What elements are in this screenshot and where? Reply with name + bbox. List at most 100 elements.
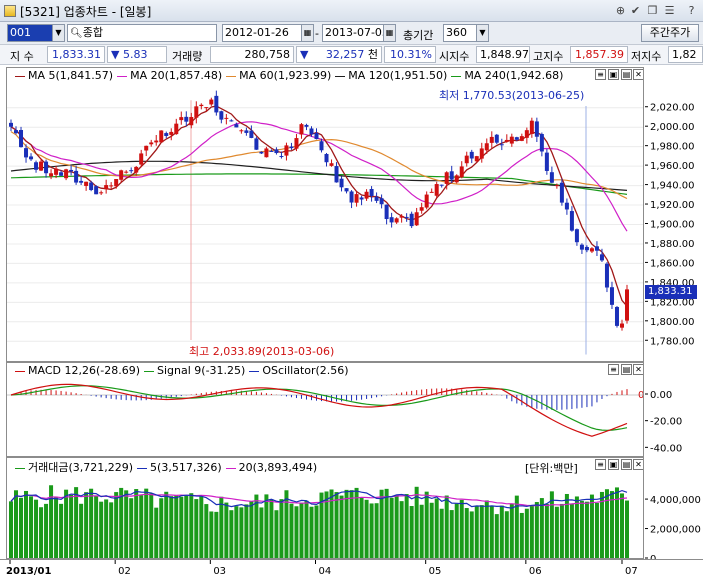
amount-bar bbox=[284, 490, 289, 558]
signal-line bbox=[10, 385, 628, 431]
candle-body bbox=[429, 191, 434, 193]
macd-y-axis-ticks: 0.00 -20.00 -40.00 bbox=[645, 390, 682, 454]
y-tick-label: 1,880.00 bbox=[650, 239, 695, 250]
down-arrow-icon: ▼ bbox=[300, 48, 309, 61]
candle-body bbox=[169, 131, 174, 135]
amount-bar bbox=[159, 498, 164, 558]
amount-bar bbox=[289, 503, 294, 558]
calendar-icon[interactable]: ▦ bbox=[301, 25, 313, 41]
candle-body bbox=[569, 211, 574, 231]
amount-bar bbox=[389, 497, 394, 558]
amount-bar bbox=[474, 506, 479, 558]
candle-body bbox=[504, 139, 509, 142]
macd-chart: 0 bbox=[7, 383, 643, 437]
date-to-field[interactable]: 2013-07-05 ▦ bbox=[322, 24, 396, 42]
calendar-icon[interactable]: ▦ bbox=[383, 25, 395, 41]
legend-swatch bbox=[117, 75, 128, 77]
candle-body bbox=[609, 287, 614, 305]
panel-close-icon[interactable]: ✕ bbox=[633, 364, 643, 375]
sector-code-select[interactable]: 001 ▼ bbox=[7, 24, 65, 42]
amount-bar bbox=[224, 502, 229, 558]
amount-bar bbox=[104, 499, 109, 558]
amount-bar bbox=[519, 512, 524, 558]
panel-max-icon[interactable]: ▤ bbox=[621, 69, 632, 80]
panel-settings-icon[interactable]: ≡ bbox=[595, 69, 606, 80]
amount-bar bbox=[219, 496, 224, 558]
amount-bar bbox=[309, 506, 314, 558]
window-title: [5321] 업종차트 - [일봉] bbox=[20, 5, 152, 19]
candle-body bbox=[529, 120, 534, 134]
panel-settings-icon[interactable]: ≡ bbox=[595, 459, 606, 470]
candle-body bbox=[229, 120, 234, 122]
amount-bar bbox=[39, 507, 44, 558]
candle-body bbox=[474, 156, 479, 162]
candle-body bbox=[139, 153, 144, 165]
check-icon[interactable]: ✔ bbox=[630, 4, 641, 17]
amount-bar bbox=[119, 487, 124, 558]
candle-body bbox=[604, 263, 609, 288]
chevron-down-icon[interactable]: ▼ bbox=[476, 25, 488, 41]
candle-body bbox=[174, 123, 179, 135]
amount-bar bbox=[64, 489, 69, 558]
panel-resize-icon[interactable]: ▣ bbox=[608, 459, 619, 470]
volume-value: 280,758 bbox=[210, 46, 294, 63]
price-y-axis: 2,020.00 2,000.00 1,980.00 1,960.00 1,940.00… bbox=[645, 67, 703, 362]
list-icon[interactable]: ☰ bbox=[664, 4, 675, 17]
candle-body bbox=[589, 248, 594, 252]
macd-panel[interactable]: 0 MACD 12,26(-28.69) Signal 9(-31.25) OSci… bbox=[6, 362, 644, 457]
panel-close-icon[interactable]: ✕ bbox=[633, 459, 643, 470]
candle-body bbox=[144, 145, 149, 151]
amount-bar bbox=[24, 490, 29, 558]
amount-bar bbox=[19, 497, 24, 558]
amount-bar bbox=[594, 502, 599, 558]
candle-body bbox=[299, 124, 304, 135]
amount-bar bbox=[379, 489, 384, 558]
candle-body bbox=[339, 178, 344, 188]
candle-body bbox=[534, 121, 539, 137]
candle-body bbox=[129, 170, 134, 172]
date-from-field[interactable]: 2012-01-26 ▦ bbox=[222, 24, 314, 42]
amount-bar bbox=[139, 495, 144, 558]
quote-bar: 지 수 1,833.31 ▼ 5.83 거래량 280,758 ▼ 32,257… bbox=[0, 45, 703, 65]
candle-body bbox=[69, 169, 74, 172]
trading-amount-panel[interactable]: 거래대금(3,721,229) 5(3,517,326) 20(3,893,494)… bbox=[6, 457, 644, 559]
panel-settings-icon[interactable]: ≡ bbox=[608, 364, 619, 375]
amount-bar bbox=[94, 496, 99, 558]
amount-bar bbox=[579, 500, 584, 558]
candle-body bbox=[19, 129, 24, 148]
amount-bar bbox=[124, 490, 129, 558]
panel-max-icon[interactable]: ▤ bbox=[621, 364, 632, 375]
trading-amount-chart bbox=[9, 485, 629, 558]
amount-bar bbox=[294, 506, 299, 558]
sector-name-field[interactable]: 🔍︎종합 bbox=[67, 24, 217, 42]
amount-bar bbox=[269, 499, 274, 558]
search-icon[interactable]: 🔍︎ bbox=[70, 28, 83, 39]
amount-bar bbox=[249, 501, 254, 558]
price-chart-panel[interactable]: MA 5(1,841.57) MA 20(1,857.48) MA 60(1,923… bbox=[6, 67, 644, 362]
legend-swatch bbox=[144, 370, 155, 372]
chevron-down-icon[interactable]: ▼ bbox=[52, 25, 64, 41]
panel-max-icon[interactable]: ▤ bbox=[621, 459, 632, 470]
panel-resize-icon[interactable]: ▣ bbox=[608, 69, 619, 80]
low-value: 1,82 bbox=[668, 46, 703, 63]
x-tick-label: 07 bbox=[625, 566, 638, 576]
y-tick-label: 1,920.00 bbox=[650, 200, 695, 211]
amount-bar bbox=[314, 505, 319, 558]
open-value: 1,848.97 bbox=[476, 46, 530, 63]
pin-icon[interactable]: ⊕ bbox=[615, 4, 626, 17]
weekly-price-button[interactable]: 주간주가 bbox=[641, 24, 699, 42]
candle-body bbox=[274, 149, 279, 154]
panel-close-icon[interactable]: ✕ bbox=[633, 69, 643, 80]
legend-item: MACD 12,26(-28.69) bbox=[28, 364, 141, 377]
amount-bar bbox=[394, 494, 399, 558]
amount-legend: 거래대금(3,721,229) 5(3,517,326) 20(3,893,494) bbox=[11, 459, 317, 475]
amount-bar bbox=[189, 493, 194, 558]
period-count-field[interactable]: 360 ▼ bbox=[443, 24, 489, 42]
candle-body bbox=[344, 188, 349, 192]
amount-bar bbox=[129, 498, 134, 558]
help-icon[interactable]: ? bbox=[688, 4, 695, 17]
copy-icon[interactable]: ❐ bbox=[647, 4, 658, 17]
amount-bar bbox=[69, 494, 74, 558]
date-from-value: 2012-01-26 bbox=[225, 26, 289, 39]
candle-body bbox=[149, 142, 154, 145]
